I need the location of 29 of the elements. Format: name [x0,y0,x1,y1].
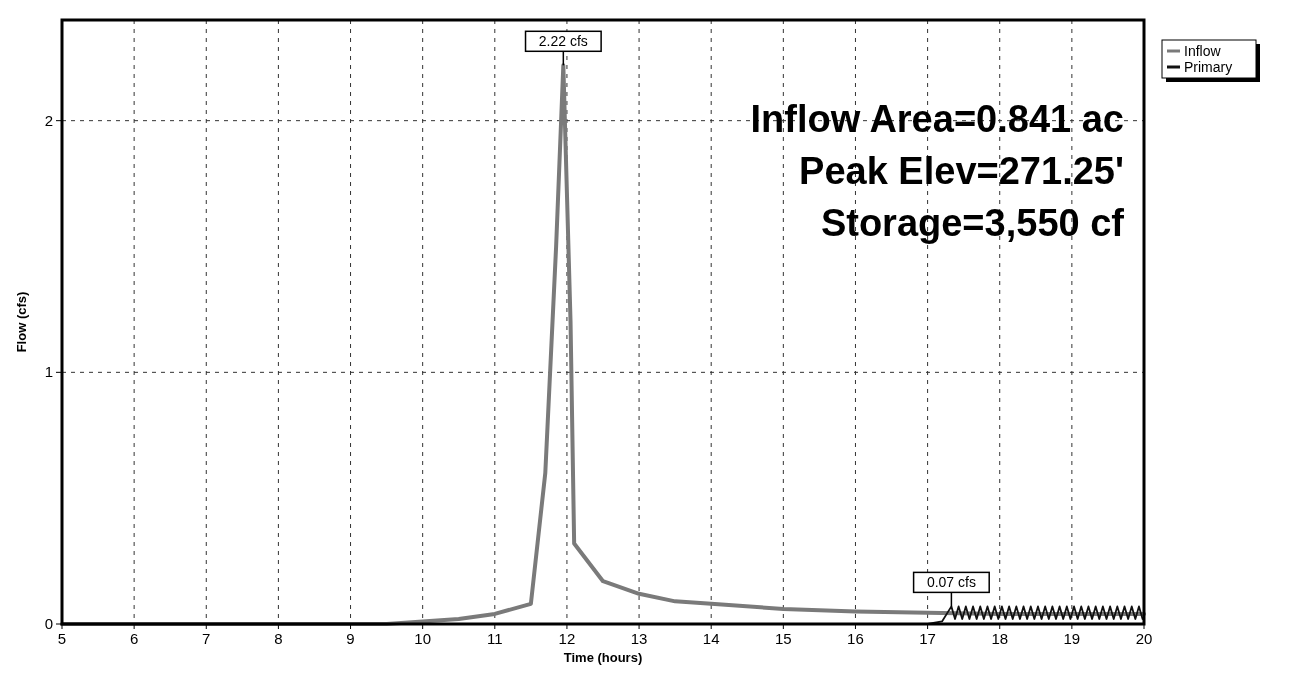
annotation: Inflow Area=0.841 ac [750,98,1124,140]
x-tick-label: 13 [630,630,648,647]
legend-label: Inflow [1184,43,1222,59]
annotation: Storage=3,550 cf [820,202,1125,244]
y-tick-label: 0 [44,615,53,632]
legend-label: Primary [1184,59,1233,75]
annotation: 0.07 cfs [926,574,976,591]
x-tick-label: 19 [1063,630,1081,647]
annotation: 2.22 cfs [538,33,588,50]
x-tick-label: 10 [414,630,432,647]
x-tick-label: 8 [274,630,283,647]
y-tick-label: 2 [44,111,53,129]
x-tick-label: 16 [847,630,864,647]
annotation: Peak Elev=271.25' [799,150,1124,192]
x-tick-label: 5 [57,630,67,647]
line-series [60,63,1146,626]
x-tick-label: 14 [702,630,720,647]
x-tick-label: 6 [129,630,139,647]
x-tick-label: 9 [346,630,355,647]
x-tick-label: 18 [991,630,1009,647]
x-tick-label: 12 [558,630,576,647]
y-tick-label: 1 [44,363,53,381]
y-axis-title: Flow (cfs) [14,291,29,353]
x-tick-label: 20 [1135,630,1153,647]
x-tick-label: 15 [774,630,792,647]
x-axis-title: Time (hours) [563,650,643,665]
x-tick-label: 17 [919,630,936,647]
x-tick-label: 7 [202,630,211,647]
x-tick-label: 11 [487,630,503,647]
